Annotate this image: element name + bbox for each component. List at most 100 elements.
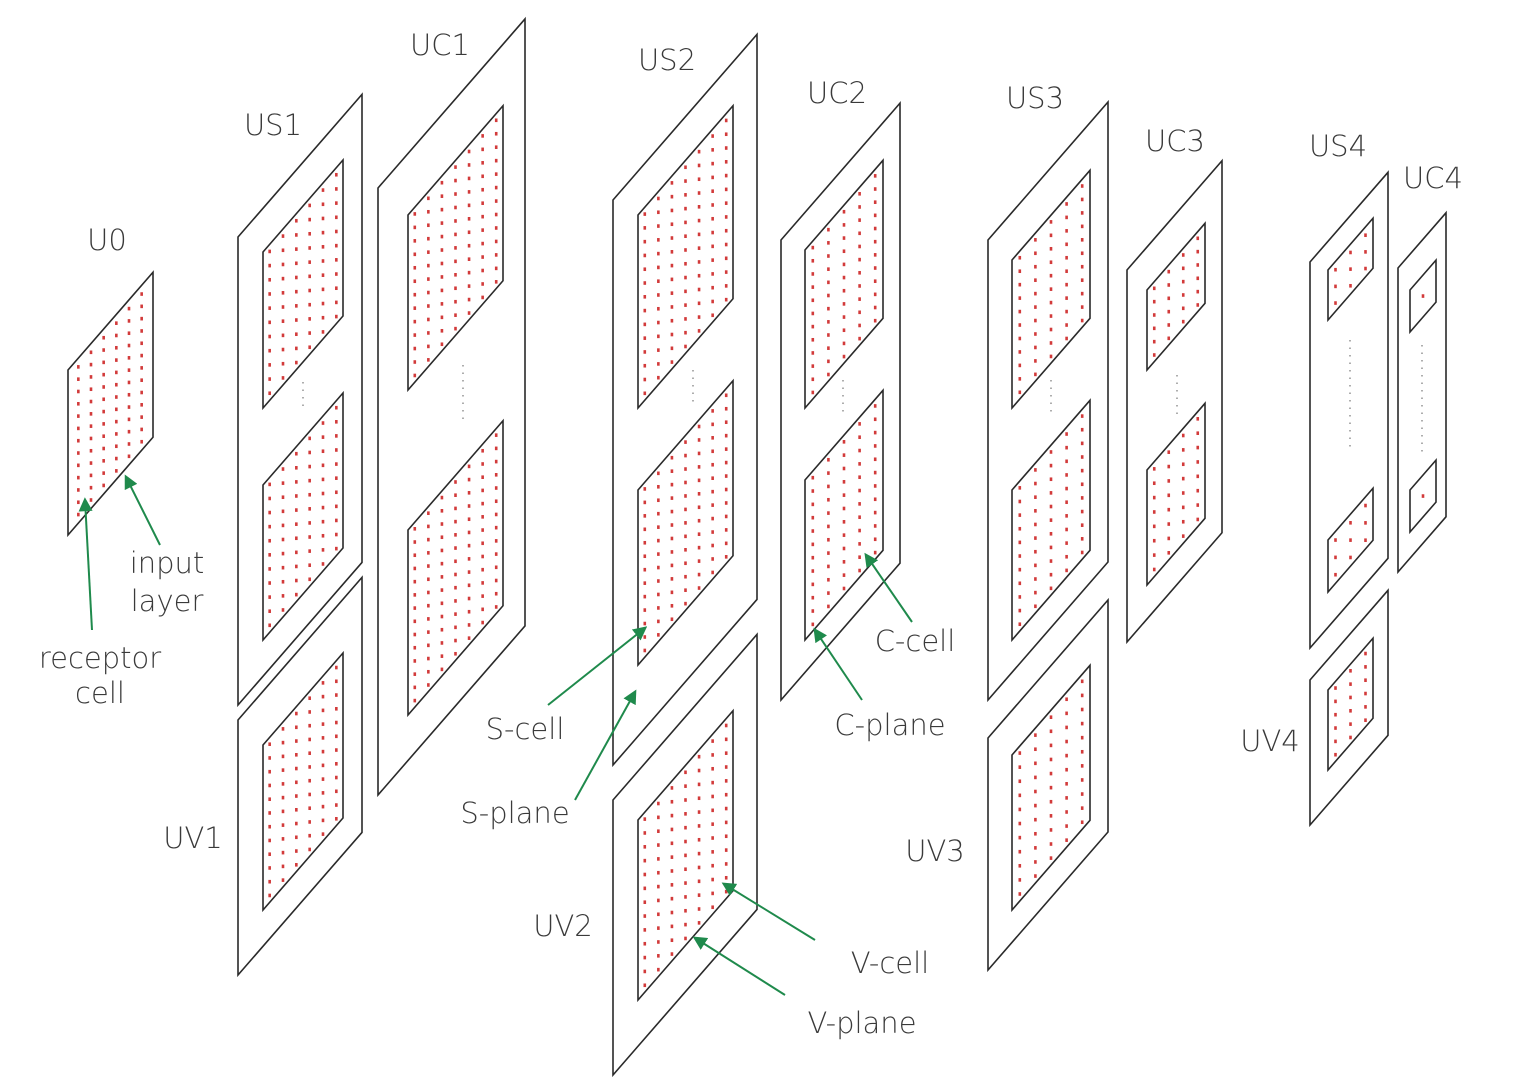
cell (1049, 531, 1053, 536)
cell (321, 708, 325, 713)
cell (494, 486, 498, 490)
cell (454, 232, 457, 237)
cell (684, 467, 687, 471)
cell (697, 782, 701, 787)
cell (1181, 491, 1185, 495)
cell (873, 318, 877, 323)
cell (115, 358, 118, 362)
cell (1018, 864, 1022, 868)
cell (481, 147, 484, 152)
cell (684, 453, 687, 458)
cell (657, 619, 660, 624)
cell (295, 275, 298, 280)
cell (711, 244, 714, 249)
cell (281, 523, 285, 528)
cell (1049, 518, 1053, 522)
cell (268, 553, 271, 557)
cell (1049, 287, 1053, 291)
annotation: receptor (39, 641, 161, 675)
cell (77, 512, 80, 517)
cell (335, 314, 338, 319)
cell (454, 559, 457, 564)
cell (440, 588, 444, 592)
cell (1364, 705, 1367, 709)
cell (295, 318, 298, 322)
cell (89, 362, 93, 367)
cell (724, 737, 728, 742)
cell (454, 326, 457, 331)
cell (1196, 303, 1200, 307)
cell (1349, 668, 1352, 673)
cell (494, 605, 498, 609)
cell (1349, 250, 1352, 255)
cell (684, 330, 687, 335)
cell (697, 246, 701, 250)
cell (454, 192, 457, 196)
cell (811, 515, 815, 520)
cell (657, 279, 660, 283)
cell (697, 559, 701, 563)
cell (873, 239, 877, 244)
annotation: C-cell (875, 624, 956, 658)
cell (1049, 260, 1053, 265)
cell (427, 683, 430, 687)
cell (858, 435, 861, 440)
arrow (721, 882, 816, 941)
cell (1152, 299, 1156, 304)
cell (1065, 215, 1068, 220)
cell (321, 533, 325, 538)
cell (858, 488, 861, 493)
cell (308, 696, 311, 701)
cell (295, 218, 298, 223)
cell (140, 292, 143, 296)
cell (321, 188, 325, 192)
cell (1049, 828, 1053, 832)
cell (827, 577, 830, 582)
cell (684, 922, 687, 927)
cell (724, 792, 728, 797)
cell (1196, 236, 1200, 241)
cell (711, 134, 714, 138)
cell (308, 778, 311, 783)
cell (268, 510, 271, 515)
cell (335, 789, 338, 794)
cell (102, 360, 105, 365)
cell (643, 858, 647, 863)
cell (89, 448, 93, 453)
cell (1181, 476, 1185, 481)
cell (858, 462, 861, 466)
cell (1034, 761, 1037, 766)
cell (467, 570, 471, 574)
cell (643, 226, 647, 230)
cell (1049, 477, 1053, 482)
cell (467, 504, 471, 508)
cell (1018, 779, 1022, 784)
cell (858, 422, 861, 426)
cell (1334, 301, 1337, 305)
cell (427, 617, 430, 621)
cell (1196, 417, 1200, 421)
cell (811, 542, 815, 547)
cell (697, 273, 701, 278)
cell (494, 212, 498, 217)
cell (1152, 510, 1156, 514)
cell (1065, 753, 1068, 758)
cell (697, 163, 701, 168)
cell (657, 306, 660, 311)
cell (413, 579, 417, 584)
cell (308, 450, 311, 455)
cell (1080, 792, 1084, 796)
cell (670, 509, 674, 514)
cell (1080, 806, 1084, 810)
cell (440, 535, 444, 540)
cell (657, 592, 660, 597)
cell (321, 230, 325, 235)
cell (711, 766, 714, 771)
cell (335, 693, 338, 697)
cell (427, 630, 430, 634)
cell (858, 542, 861, 546)
cell (268, 320, 271, 325)
cell (1080, 523, 1084, 527)
cell (657, 320, 660, 325)
arrow (864, 552, 913, 623)
